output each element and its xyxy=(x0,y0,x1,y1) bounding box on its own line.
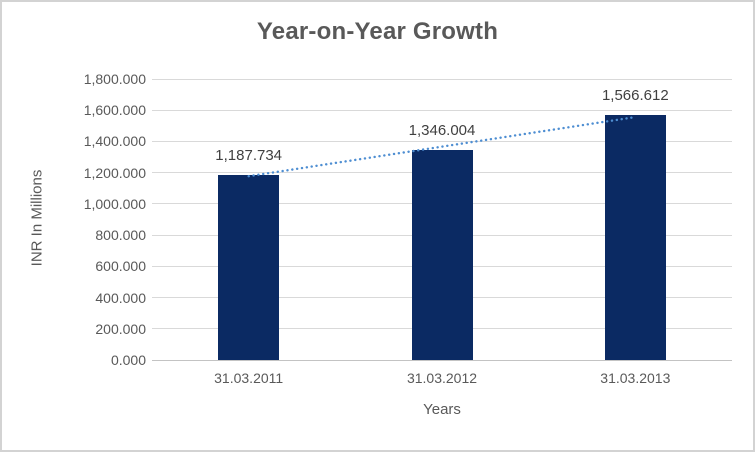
y-tick-label: 1,800.000 xyxy=(83,71,146,87)
y-tick-label: 600.000 xyxy=(95,258,146,275)
y-tick-label: 1,000.000 xyxy=(83,195,146,212)
y-tick-label: 1,600.000 xyxy=(83,102,146,119)
y-tick-label: 200.000 xyxy=(95,320,146,337)
bar xyxy=(604,115,666,360)
x-tick-label: 31.03.2013 xyxy=(600,370,671,386)
bar-data-label: 1,346.004 xyxy=(408,121,476,139)
bar xyxy=(411,149,473,360)
gridline xyxy=(152,109,732,111)
y-axis-title-text: INR In Millions xyxy=(28,169,46,266)
x-axis-title: Years xyxy=(423,401,461,418)
y-tick-label: 1,200.000 xyxy=(83,164,146,181)
x-tick-label: 31.03.2011 xyxy=(214,370,284,386)
y-tick-label: 0.000 xyxy=(110,352,146,368)
bar-data-label: 1,566.612 xyxy=(601,87,669,105)
chart-title: Year-on-Year Growth xyxy=(256,18,499,45)
y-tick-label: 800.000 xyxy=(95,227,146,244)
x-tick-label: 31.03.2012 xyxy=(406,370,478,386)
y-tick-label: 400.000 xyxy=(95,289,146,306)
y-tick-label: 1,400.000 xyxy=(83,133,146,150)
x-axis-line xyxy=(152,359,732,361)
bar xyxy=(218,174,280,360)
bar-data-label: 1,187.734 xyxy=(215,146,283,164)
gridline xyxy=(152,78,732,80)
